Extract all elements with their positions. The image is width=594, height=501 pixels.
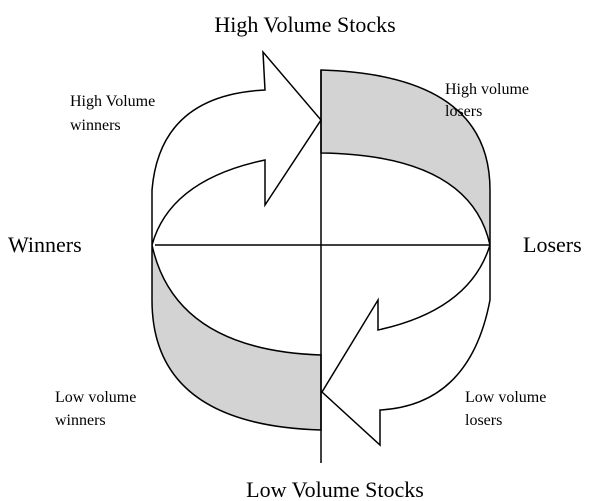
quadrant-label: losers — [445, 103, 482, 120]
high-volume-losers-band — [320, 69, 491, 246]
upper-arrow — [151, 49, 322, 246]
quadrant-label: High volume — [445, 81, 529, 98]
top-label: High Volume Stocks — [214, 12, 395, 37]
quadrant-label: Low volume — [55, 389, 136, 406]
quadrant-label: Low volume — [465, 389, 546, 406]
low-volume-winners-band — [151, 244, 322, 431]
quadrant-label: winners — [70, 117, 121, 134]
quadrant-label: High Volume — [70, 93, 155, 110]
quadrant-label: winners — [55, 412, 106, 429]
right-label: Losers — [523, 232, 582, 257]
lower-arrow — [321, 244, 491, 447]
quadrant-label: losers — [465, 412, 502, 429]
bottom-label: Low Volume Stocks — [246, 477, 424, 501]
left-label: Winners — [8, 232, 82, 257]
